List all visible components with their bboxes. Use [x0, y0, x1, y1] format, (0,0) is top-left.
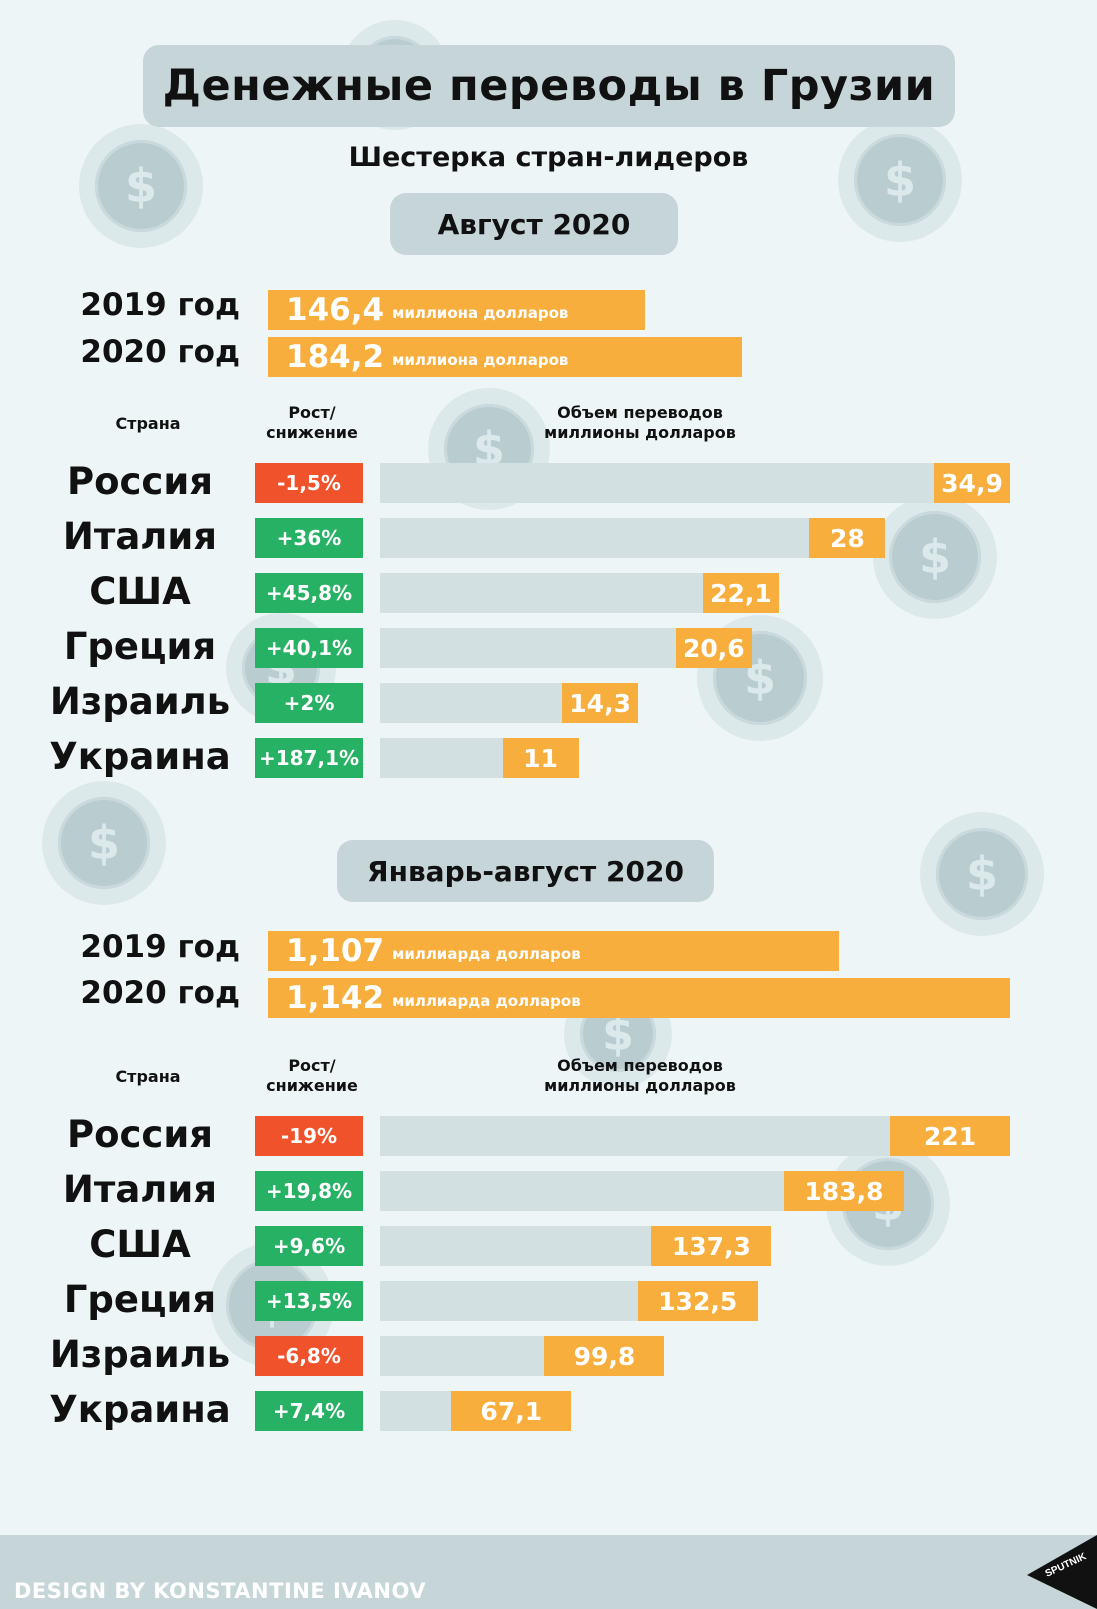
volume-header-line2: миллионы долларов	[544, 423, 736, 442]
country-label: США	[89, 570, 191, 613]
year-label: 2020 год	[80, 975, 240, 1011]
country-label: Украина	[49, 735, 231, 778]
change-badge: +40,1%	[255, 628, 363, 668]
total-value: 184,2	[286, 339, 385, 375]
value-bar: 34,9	[934, 463, 1010, 503]
coin-icon: $	[920, 812, 1044, 936]
coin-icon: $	[79, 124, 203, 248]
total-value: 1,107	[286, 933, 385, 969]
page-title: Денежные переводы в Грузии	[143, 45, 955, 127]
change-header: Рост/ снижение	[250, 1056, 374, 1096]
change-badge: -1,5%	[255, 463, 363, 503]
total-unit: миллиарда долларов	[392, 992, 581, 1010]
change-header: Рост/ снижение	[250, 403, 374, 443]
value-bar: 183,8	[783, 1171, 904, 1211]
period-label-jan-aug: Январь-август 2020	[337, 840, 714, 902]
volume-header-line1: Объем переводов	[557, 403, 723, 422]
value-bar: 22,1	[702, 573, 779, 613]
country-label: Италия	[62, 515, 218, 558]
change-badge: +9,6%	[255, 1226, 363, 1266]
value-bar: 132,5	[637, 1281, 758, 1321]
change-badge: +45,8%	[255, 573, 363, 613]
volume-header-line1: Объем переводов	[557, 1056, 723, 1075]
total-bar: 1,107 миллиарда долларов	[268, 931, 840, 971]
value-bar: 99,8	[544, 1336, 665, 1376]
country-header: Страна	[115, 414, 181, 433]
country-header: Страна	[115, 1067, 181, 1086]
value-bar: 28	[809, 518, 886, 558]
value-track	[380, 463, 1010, 503]
volume-header: Объем переводов миллионы долларов	[530, 403, 750, 443]
change-badge: +36%	[255, 518, 363, 558]
value-bar: 11	[502, 738, 579, 778]
sputnik-logo: SPUTNIK	[1027, 1535, 1097, 1609]
value-bar: 14,3	[562, 683, 639, 723]
change-header-line2: снижение	[266, 1076, 358, 1095]
country-label: Украина	[49, 1388, 231, 1431]
value-bar: 221	[890, 1116, 1010, 1156]
value-bar: 67,1	[451, 1391, 572, 1431]
subtitle: Шестерка стран-лидеров	[348, 142, 749, 173]
change-header-line1: Рост/	[288, 403, 336, 422]
total-unit: миллиарда долларов	[392, 945, 581, 963]
country-label: Греция	[63, 1278, 217, 1321]
total-bar: 1,142 миллиарда долларов	[268, 978, 1010, 1018]
change-badge: +187,1%	[255, 738, 363, 778]
value-track	[380, 518, 886, 558]
country-label: Россия	[66, 460, 214, 503]
year-label: 2020 год	[80, 334, 240, 370]
change-header-line1: Рост/	[288, 1056, 336, 1075]
total-bar: 146,4 миллиона долларов	[268, 290, 645, 330]
total-unit: миллиона долларов	[392, 304, 569, 322]
change-badge: -6,8%	[255, 1336, 363, 1376]
coin-icon: $	[42, 781, 166, 905]
value-bar: 137,3	[651, 1226, 772, 1266]
change-badge: +13,5%	[255, 1281, 363, 1321]
year-label: 2019 год	[80, 287, 240, 323]
total-bar: 184,2 миллиона долларов	[268, 337, 742, 377]
change-badge: +19,8%	[255, 1171, 363, 1211]
country-label: Италия	[62, 1168, 218, 1211]
country-label: США	[89, 1223, 191, 1266]
change-badge: -19%	[255, 1116, 363, 1156]
year-label: 2019 год	[80, 929, 240, 965]
country-label: Греция	[63, 625, 217, 668]
total-value: 146,4	[286, 292, 385, 328]
volume-header: Объем переводов миллионы долларов	[530, 1056, 750, 1096]
change-badge: +7,4%	[255, 1391, 363, 1431]
country-label: Россия	[66, 1113, 214, 1156]
change-header-line2: снижение	[266, 423, 358, 442]
country-label: Израиль	[49, 1333, 231, 1376]
period-label-august: Август 2020	[390, 193, 678, 255]
design-credit: DESIGN BY KONSTANTINE IVANOV	[14, 1579, 426, 1603]
value-bar: 20,6	[675, 628, 752, 668]
coin-icon: $	[838, 118, 962, 242]
footer: DESIGN BY KONSTANTINE IVANOV SPUTNIK	[0, 1535, 1097, 1609]
total-value: 1,142	[286, 980, 385, 1016]
change-badge: +2%	[255, 683, 363, 723]
coin-icon: $	[873, 495, 997, 619]
total-unit: миллиона долларов	[392, 351, 569, 369]
country-label: Израиль	[49, 680, 231, 723]
volume-header-line2: миллионы долларов	[544, 1076, 736, 1095]
